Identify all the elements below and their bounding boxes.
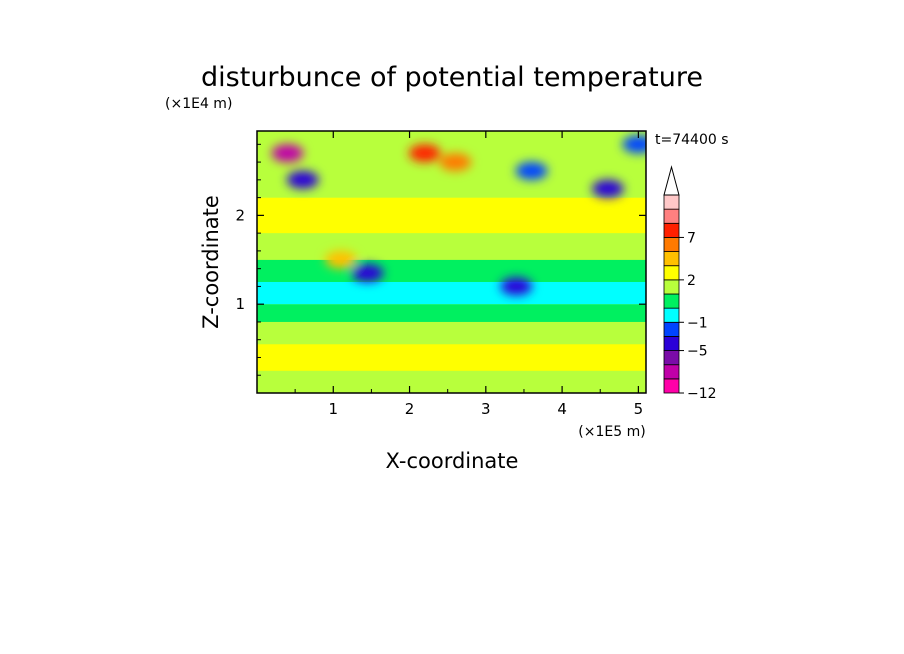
colorbar-extend-arrow xyxy=(663,165,680,196)
contour-band xyxy=(257,321,646,345)
colorbar-segment xyxy=(663,208,680,224)
contour-band xyxy=(257,304,646,322)
x-axis: 1 2 3 4 5 xyxy=(294,131,644,418)
y-axis: 12 xyxy=(235,143,646,376)
colorbar-segment xyxy=(663,307,680,323)
x-axis-label: X-coordinate xyxy=(386,449,519,473)
colorbar-segment xyxy=(663,265,680,281)
colorbar-label: −12 xyxy=(687,386,717,402)
plot-frame xyxy=(256,130,647,394)
contour-features xyxy=(271,135,646,296)
contour-band xyxy=(257,197,646,234)
contour-feature xyxy=(591,179,624,198)
colorbar-segment xyxy=(663,336,680,351)
colorbar-segment xyxy=(663,378,680,394)
colorbar-label: −1 xyxy=(687,315,708,331)
contour-feature xyxy=(408,144,441,163)
colorbar-segment xyxy=(663,350,680,366)
y-tick-label: 2 xyxy=(235,206,245,224)
contour-feature xyxy=(286,170,319,189)
contour-band xyxy=(257,370,646,389)
contour-field xyxy=(257,131,646,393)
contour-feature xyxy=(515,161,548,180)
x-tick-label: 1 xyxy=(329,400,339,418)
contour-feature xyxy=(500,277,533,296)
contour-band xyxy=(257,259,646,282)
y-unit-label: (×1E4 m) xyxy=(165,96,232,112)
contour-feature xyxy=(622,135,646,154)
colorbar-segment xyxy=(663,237,680,252)
time-label: t=74400 s xyxy=(655,132,729,148)
x-tick-label: 5 xyxy=(634,400,644,418)
contour-band xyxy=(257,233,646,260)
colorbar-label: 2 xyxy=(687,273,696,289)
colorbar-segment xyxy=(663,364,680,380)
contour-band xyxy=(257,281,646,305)
contour-feature xyxy=(324,250,357,269)
colorbar-label: 7 xyxy=(687,230,696,246)
contour-band xyxy=(257,344,646,371)
colorbar-segment xyxy=(663,222,680,238)
colorbar-segment xyxy=(663,321,680,337)
colorbar: −12−5−127 xyxy=(663,165,717,402)
contour-feature xyxy=(271,144,304,163)
x-unit-label: (×1E5 m) xyxy=(578,424,645,440)
x-tick-label: 2 xyxy=(405,400,415,418)
colorbar-segment xyxy=(663,293,680,309)
contour-feature xyxy=(351,264,384,283)
colorbar-label: −5 xyxy=(687,344,708,360)
chart-title: disturbunce of potential temperature xyxy=(201,62,703,93)
y-tick-label: 1 xyxy=(235,295,245,313)
y-axis-label: Z-coordinate xyxy=(199,195,223,329)
x-tick-label: 3 xyxy=(481,400,491,418)
contour-feature xyxy=(439,153,472,172)
colorbar-segment xyxy=(663,251,680,267)
colorbar-segment xyxy=(663,194,680,210)
x-tick-label: 4 xyxy=(557,400,567,418)
colorbar-segment xyxy=(663,279,680,295)
